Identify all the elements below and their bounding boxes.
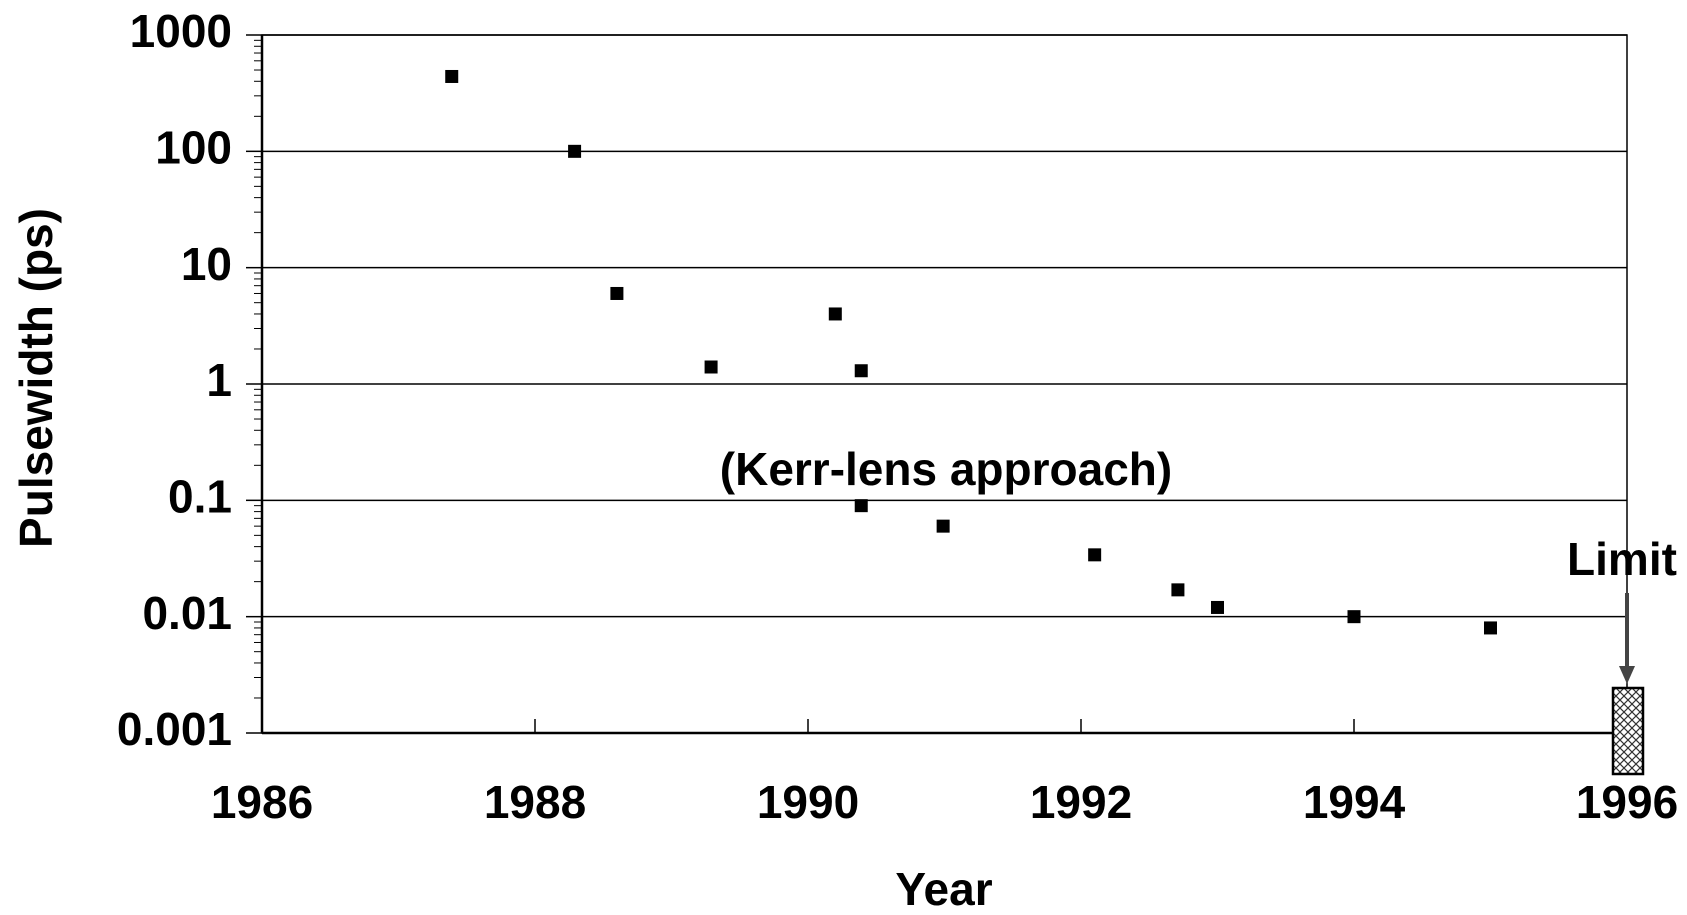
x-tick-label: 1996: [1576, 776, 1678, 828]
point: [1088, 548, 1102, 562]
point: [854, 364, 868, 378]
y-tick-label: 1000: [130, 5, 232, 57]
point: [445, 69, 459, 83]
x-tick-label: 1994: [1303, 776, 1406, 828]
y-axis-label: Pulsewidth (ps): [10, 208, 62, 548]
point: [1484, 621, 1497, 635]
annotation: (Kerr-lens approach): [720, 443, 1172, 495]
point: [1171, 583, 1185, 597]
limit-arrowhead: [1619, 666, 1635, 684]
y-tick-label: 0.001: [117, 703, 232, 755]
limit-box: [1611, 686, 1645, 776]
y-tick-label: 0.01: [142, 587, 232, 639]
point: [568, 144, 582, 158]
point: [1211, 600, 1224, 614]
point: [704, 360, 718, 374]
y-tick-label: 10: [181, 238, 232, 290]
x-tick-label: 1988: [484, 776, 586, 828]
y-tick-label: 100: [155, 121, 232, 173]
point: [828, 307, 842, 321]
y-tick-label: 0.1: [168, 470, 232, 522]
point: [1347, 610, 1361, 624]
x-tick-label: 1992: [1030, 776, 1132, 828]
point: [854, 499, 868, 513]
x-tick-label: 1986: [211, 776, 313, 828]
point: [936, 519, 950, 533]
x-axis-label: Year: [895, 863, 992, 915]
x-tick-label: 1990: [757, 776, 859, 828]
y-tick-label: 1: [206, 354, 232, 406]
point: [610, 286, 624, 300]
annotation: Limit: [1567, 533, 1677, 585]
